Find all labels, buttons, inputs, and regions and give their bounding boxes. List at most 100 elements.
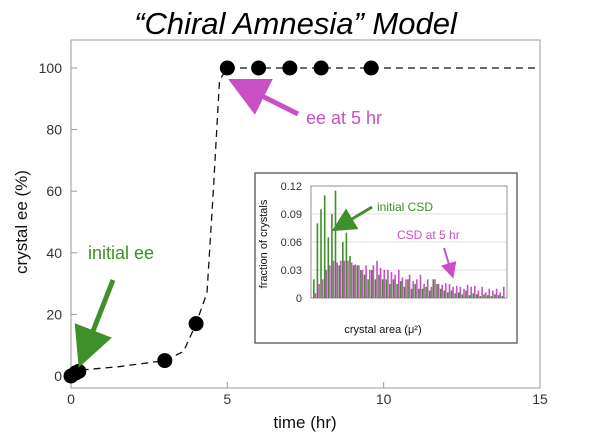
inset-bar-initial <box>352 265 355 298</box>
inset-bar-5hr <box>390 271 393 298</box>
inset-bar-initial <box>374 279 377 298</box>
inset-bar-5hr <box>379 268 382 298</box>
inset-bar-5hr <box>492 290 494 298</box>
x-tick-label: 10 <box>376 391 392 407</box>
inset-y-axis-label: fraction of crystals <box>258 199 270 288</box>
plot-frame <box>70 39 541 389</box>
inset-y-tick-label: 0.12 <box>281 181 302 193</box>
ee-data-point <box>188 316 204 332</box>
inset-bar-5hr <box>466 284 469 298</box>
inset-bar-5hr <box>448 284 451 298</box>
inset-bar-initial <box>450 290 453 298</box>
inset-annotation-initial-csd: initial CSD <box>377 200 433 214</box>
inset-bar-initial <box>334 190 337 298</box>
inset-bar-5hr <box>459 286 462 298</box>
inset-bar-initial <box>461 294 464 298</box>
y-tick-label: 60 <box>46 183 62 199</box>
inset-bar-initial <box>385 279 388 298</box>
x-tick-label: 15 <box>532 391 548 407</box>
inset-bar-5hr <box>445 283 447 298</box>
inset-bar-initial <box>403 286 406 298</box>
annotation-initial-ee-arrow <box>74 279 116 368</box>
inset-bar-initial <box>439 288 442 298</box>
inset-bar-5hr <box>358 265 360 298</box>
inset-bar-initial <box>425 286 427 298</box>
inset-x-axis-label: crystal area (μ²) <box>344 324 421 336</box>
inset-bar-5hr <box>354 264 357 298</box>
inset-bar-5hr <box>416 279 418 298</box>
inset-bar-5hr <box>488 288 491 298</box>
inset-bar-5hr <box>369 270 371 298</box>
inset-bar-5hr <box>350 262 353 298</box>
inset-bar-5hr <box>477 290 480 298</box>
inset-bar-initial <box>454 293 456 298</box>
inset-bar-5hr <box>434 279 436 298</box>
inset-bar-5hr <box>347 260 349 298</box>
inset-bar-initial <box>360 270 362 298</box>
inset-bar-5hr <box>329 265 331 298</box>
inset-bar-5hr <box>325 270 328 298</box>
inset-bar-5hr <box>343 260 346 298</box>
inset-bar-initial <box>338 265 340 298</box>
inset-bar-initial <box>468 295 471 298</box>
inset-bar-initial <box>342 242 344 298</box>
inset-bar-initial <box>418 288 420 298</box>
inset-bar-initial <box>389 284 391 298</box>
y-axis-label: crystal ee (%) <box>12 170 31 274</box>
inset-y-tick-label: 0.03 <box>281 265 302 277</box>
inset-bar-initial <box>479 296 482 298</box>
ee-data-point <box>157 353 173 369</box>
y-tick-label: 0 <box>54 368 62 384</box>
inset-bar-5hr <box>452 286 454 298</box>
inset-bar-5hr <box>484 292 487 298</box>
inset-annotation-initial-csd-arrow <box>331 205 373 232</box>
inset-bar-5hr <box>408 274 411 298</box>
inset-bar-initial <box>349 256 351 298</box>
inset-bar-5hr <box>361 270 364 298</box>
inset-bar-5hr <box>376 260 378 298</box>
inset-bar-5hr <box>398 270 400 298</box>
inset-bar-initial <box>323 195 326 298</box>
x-tick-label: 0 <box>67 391 75 407</box>
inset-bar-initial <box>465 290 467 298</box>
inset-bar-initial <box>410 288 413 298</box>
inset-bar-initial <box>428 290 431 298</box>
inset-bar-5hr <box>332 260 335 298</box>
inset-bar-initial <box>363 274 366 298</box>
inset-bar-initial <box>345 232 348 298</box>
ee-data-point <box>219 60 235 76</box>
inset-bar-5hr <box>387 270 389 298</box>
inset-bar-initial <box>367 279 369 298</box>
inset-bar-5hr <box>503 286 505 298</box>
inset-bar-5hr <box>470 286 472 298</box>
inset-bar-initial <box>378 274 380 298</box>
inset-bar-5hr <box>401 277 404 298</box>
inset-bar-5hr <box>394 274 396 298</box>
inset-bar-5hr <box>419 274 422 298</box>
inset-bar-initial <box>436 284 438 298</box>
inset-bar-initial <box>486 295 489 298</box>
ee-data-point <box>71 363 87 379</box>
ee-data-point <box>251 60 267 76</box>
ee-data-point <box>282 60 298 76</box>
inset-bar-5hr <box>340 260 342 298</box>
y-tick-label: 100 <box>39 60 63 76</box>
inset-bar-initial <box>490 296 493 298</box>
inset-bar-5hr <box>383 270 386 298</box>
inset-bar-5hr <box>481 286 483 298</box>
inset-bar-5hr <box>426 279 429 298</box>
inset-bar-initial <box>327 237 330 298</box>
annotation-ee-5hr-arrow <box>228 79 300 117</box>
inset-bar-initial <box>371 270 373 298</box>
inset-bar-initial <box>421 288 424 298</box>
y-tick-label: 40 <box>46 245 62 261</box>
inset-bar-initial <box>313 279 315 298</box>
inset-bar-initial <box>457 292 460 298</box>
inset-y-tick-label: 0 <box>296 293 302 305</box>
inset-bar-initial <box>497 295 500 298</box>
inset-bar-initial <box>414 284 416 298</box>
annotation-initial-ee: initial ee <box>88 243 154 263</box>
x-axis-label: time (hr) <box>273 413 336 432</box>
inset-annotation-csd-5hr-arrow <box>441 247 457 279</box>
inset-bar-initial <box>501 296 503 298</box>
